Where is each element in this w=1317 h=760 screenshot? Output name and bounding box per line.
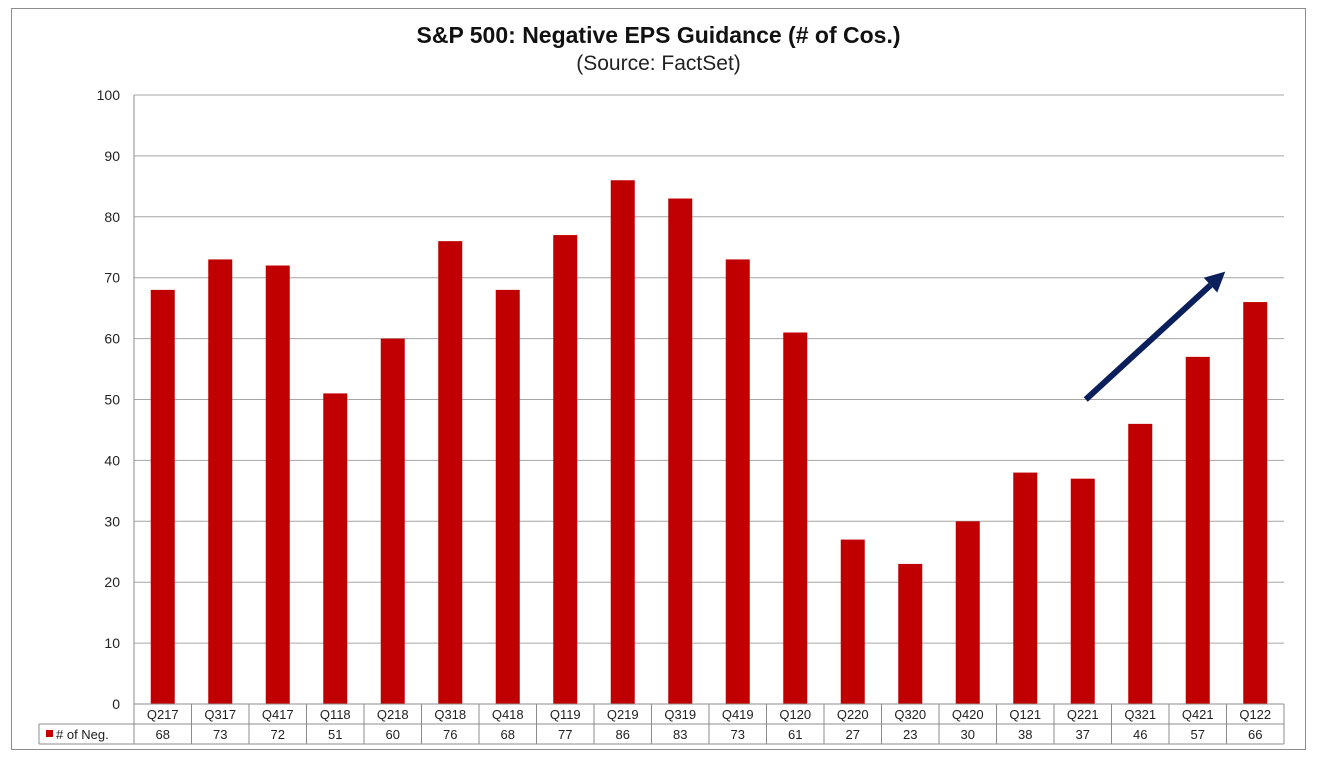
bar xyxy=(438,241,463,704)
bar xyxy=(208,259,233,704)
data-value-label: 57 xyxy=(1191,727,1205,742)
y-tick-label: 100 xyxy=(97,87,121,103)
bar xyxy=(840,539,865,704)
bar xyxy=(265,265,290,704)
x-category-label: Q120 xyxy=(779,707,811,722)
trend-arrow-head xyxy=(1203,271,1226,293)
bar xyxy=(783,332,808,704)
data-value-label: 23 xyxy=(903,727,917,742)
data-value-label: 37 xyxy=(1076,727,1090,742)
bar xyxy=(323,393,348,704)
x-category-label: Q419 xyxy=(722,707,754,722)
x-category-label: Q217 xyxy=(147,707,179,722)
bar xyxy=(1185,356,1210,704)
data-value-label: 83 xyxy=(673,727,687,742)
bar xyxy=(898,563,923,704)
y-tick-label: 90 xyxy=(104,148,120,164)
bar xyxy=(1243,302,1268,704)
data-value-label: 38 xyxy=(1018,727,1032,742)
bar xyxy=(1070,478,1095,704)
data-value-label: 77 xyxy=(558,727,572,742)
x-category-label: Q221 xyxy=(1067,707,1099,722)
data-value-label: 46 xyxy=(1133,727,1147,742)
x-category-label: Q318 xyxy=(434,707,466,722)
data-value-label: 73 xyxy=(731,727,745,742)
x-category-label: Q321 xyxy=(1124,707,1156,722)
data-value-label: 72 xyxy=(271,727,285,742)
data-value-label: 60 xyxy=(386,727,400,742)
bar xyxy=(1013,472,1038,704)
x-category-label: Q320 xyxy=(894,707,926,722)
bar xyxy=(668,198,693,704)
x-category-label: Q420 xyxy=(952,707,984,722)
x-category-label: Q319 xyxy=(664,707,696,722)
data-value-label: 68 xyxy=(156,727,170,742)
x-category-label: Q417 xyxy=(262,707,294,722)
y-tick-label: 30 xyxy=(104,513,120,529)
legend-label: # of Neg. xyxy=(56,727,109,742)
x-category-label: Q418 xyxy=(492,707,524,722)
x-category-label: Q421 xyxy=(1182,707,1214,722)
bar xyxy=(725,259,750,704)
bar xyxy=(955,521,980,704)
data-value-label: 27 xyxy=(846,727,860,742)
x-category-label: Q220 xyxy=(837,707,869,722)
data-value-label: 51 xyxy=(328,727,342,742)
chart-title: S&P 500: Negative EPS Guidance (# of Cos… xyxy=(416,22,901,48)
y-tick-label: 40 xyxy=(104,452,120,468)
x-category-label: Q219 xyxy=(607,707,639,722)
x-category-label: Q218 xyxy=(377,707,409,722)
chart-subtitle: (Source: FactSet) xyxy=(576,52,741,75)
bar xyxy=(150,289,175,704)
legend-swatch xyxy=(46,730,53,737)
bar xyxy=(610,180,635,704)
y-tick-label: 60 xyxy=(104,331,120,347)
x-category-label: Q317 xyxy=(204,707,236,722)
y-tick-label: 20 xyxy=(104,574,120,590)
bar xyxy=(495,289,520,704)
y-tick-label: 0 xyxy=(112,696,120,712)
y-tick-label: 50 xyxy=(104,392,120,408)
trend-arrow-shaft xyxy=(1083,282,1213,402)
data-value-label: 76 xyxy=(443,727,457,742)
x-category-label: Q121 xyxy=(1009,707,1041,722)
y-tick-label: 10 xyxy=(104,635,120,651)
y-tick-label: 70 xyxy=(104,270,120,286)
data-value-label: 30 xyxy=(961,727,975,742)
x-category-label: Q119 xyxy=(550,707,581,722)
data-value-label: 73 xyxy=(213,727,227,742)
bar xyxy=(553,235,578,704)
bar xyxy=(380,338,405,704)
x-category-label: Q118 xyxy=(320,707,351,722)
data-value-label: 86 xyxy=(616,727,630,742)
data-value-label: 61 xyxy=(788,727,802,742)
bar xyxy=(1128,423,1153,704)
y-tick-label: 80 xyxy=(104,209,120,225)
data-value-label: 66 xyxy=(1248,727,1262,742)
data-value-label: 68 xyxy=(501,727,515,742)
x-category-label: Q122 xyxy=(1239,707,1271,722)
